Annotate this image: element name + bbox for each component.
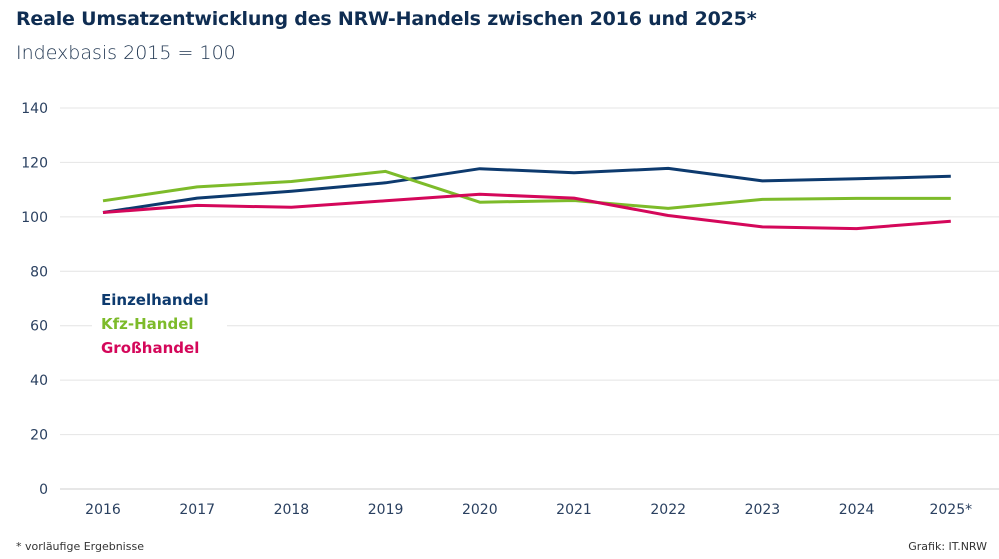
x-tick-label: 2020 xyxy=(462,502,498,518)
legend-background xyxy=(92,282,227,358)
y-tick-label: 40 xyxy=(30,373,48,389)
chart-subtitle: Indexbasis 2015 = 100 xyxy=(16,42,236,64)
y-tick-label: 100 xyxy=(21,210,48,226)
x-tick-label: 2017 xyxy=(179,502,215,518)
y-tick-label: 140 xyxy=(21,101,48,117)
x-tick-label: 2022 xyxy=(650,502,686,518)
legend-entry: Kfz-Handel xyxy=(101,315,194,333)
chart-title: Reale Umsatzentwicklung des NRW-Handels … xyxy=(16,8,757,30)
legend-entry: Einzelhandel xyxy=(101,291,209,309)
y-tick-label: 120 xyxy=(21,155,48,171)
x-tick-label: 2018 xyxy=(274,502,310,518)
x-tick-label: 2019 xyxy=(368,502,404,518)
series-line-großhandel xyxy=(102,192,951,231)
source-credit: Grafik: IT.NRW xyxy=(908,540,987,553)
x-tick-label: 2025* xyxy=(929,502,972,518)
legend-entry: Großhandel xyxy=(101,339,199,357)
y-tick-label: 60 xyxy=(30,319,48,335)
y-tick-label: 20 xyxy=(30,428,48,444)
x-tick-label: 2023 xyxy=(745,502,781,518)
series-line-kfz-handel xyxy=(102,169,951,210)
x-tick-label: 2021 xyxy=(556,502,592,518)
y-tick-label: 80 xyxy=(30,264,48,280)
series-line-einzelhandel xyxy=(102,166,951,214)
footnote: * vorläufige Ergebnisse xyxy=(16,540,144,553)
y-tick-label: 0 xyxy=(39,482,48,498)
x-tick-label: 2024 xyxy=(839,502,875,518)
x-tick-label: 2016 xyxy=(85,502,121,518)
